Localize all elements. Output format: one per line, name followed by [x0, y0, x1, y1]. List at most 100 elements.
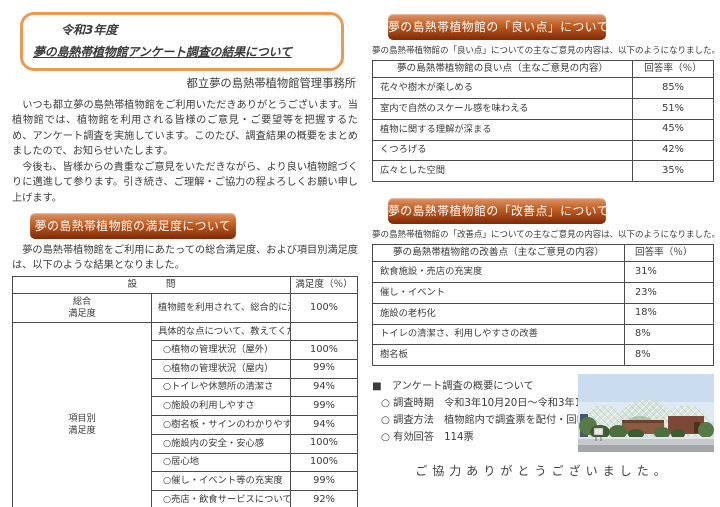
item-label-cell: ○植物の管理状況（屋内） — [151, 358, 291, 379]
survey-period: ○ 調査時期 令和3年10月20日～令和3年10月30日 — [381, 398, 621, 410]
overall-group-line1: 総合 — [72, 296, 92, 308]
item-value-cell: 100% — [290, 340, 358, 360]
good-point-value-cell: 45% — [632, 118, 714, 141]
good-point-label-cell: 植物に関する理解が深まる — [372, 118, 633, 141]
improvement-value-cell: 8% — [624, 323, 714, 346]
improvements-lead: 夢の島熱帯植物館の「改善点」についての主なご意見の内容は、以下のようになりました… — [372, 230, 720, 241]
improvement-row: 飲食施設・売店の充実度 31% — [372, 261, 714, 284]
good-point-value-cell: 85% — [632, 77, 714, 100]
left-column: 令和3年度 夢の島熱帯植物館アンケート調査の結果について 都立夢の島熱帯植物館管… — [12, 0, 358, 507]
improvement-label-cell: 飲食施設・売店の充実度 — [372, 261, 625, 284]
question-column-header: 設 問 — [12, 275, 291, 295]
improvement-value-cell: 18% — [624, 302, 714, 325]
good-point-row: 植物に関する理解が深まる 45% — [372, 118, 714, 141]
overall-value-cell: 100% — [290, 293, 358, 324]
item-label-cell: ○施設内の安全・安心感 — [151, 433, 291, 454]
improvements-header-row: 夢の島熱帯植物館の改善点（主なご意見の内容） 回答率（％） — [372, 243, 714, 263]
satisfaction-item-row: ○樹名板・サインのわかりやすさ 94% — [13, 415, 358, 435]
satisfaction-table-header-row: 設 問 満足度（％） — [12, 275, 358, 295]
satisfaction-column-header: 満足度（％） — [290, 275, 358, 295]
section-heading-satisfaction: 夢の島熱帯植物館の満足度について — [30, 213, 236, 240]
greenhouse-domes-photo — [578, 374, 714, 452]
survey-overview: ■ アンケート調査の概要について ○ 調査時期 令和3年10月20日～令和3年1… — [372, 378, 621, 447]
improvement-value-cell: 31% — [624, 261, 714, 284]
overall-satisfaction-row: 総合 満足度 植物館を利用されて、総合的に満足していただけていますか？ 100% — [12, 293, 358, 324]
improvement-label-cell: 施設の老朽化 — [372, 302, 625, 325]
satisfaction-item-row: ○施設の利用しやすさ 99% — [13, 396, 358, 417]
improvements-label-header: 夢の島熱帯植物館の改善点（主なご意見の内容） — [372, 243, 625, 263]
improvement-row: 樹名板 8% — [372, 344, 714, 367]
satisfaction-item-row: ○植物の管理状況（屋内） 99% — [13, 358, 358, 379]
survey-method: ○ 調査方法 植物館内で調査票を配付・回収 — [381, 415, 587, 427]
good-point-row: 花々や樹木が楽しめる 85% — [372, 77, 714, 100]
detail-intro-cell: 具体的な点について、教えてください。 — [151, 322, 291, 342]
survey-overview-heading: ■ アンケート調査の概要について — [372, 381, 534, 393]
good-point-row: 室内で自然のスケール感を味わえる 51% — [372, 98, 714, 120]
good-point-value-cell: 42% — [632, 139, 714, 162]
satisfaction-lead: 夢の島熱帯植物館をご利用にあたっての総合満足度、および項目別満足度は、以下のよう… — [12, 245, 358, 272]
overall-group-cell: 総合 満足度 — [12, 293, 152, 324]
items-group-cell: 項目別 満足度 — [12, 322, 152, 507]
item-value-cell: 100% — [290, 433, 358, 454]
overall-question-cell: 植物館を利用されて、総合的に満足していただけていますか？ — [151, 293, 291, 324]
overall-group-line2: 満足度 — [68, 308, 96, 320]
improvement-row: トイレの清潔さ、利用しやすさの改善 8% — [372, 323, 714, 346]
item-label-cell: ○売店・飲食サービスについて — [151, 490, 291, 507]
items-group-line1: 項目別 — [68, 413, 96, 425]
improvement-row: 催し・イベント 23% — [372, 282, 714, 304]
fiscal-year: 令和3年度 — [61, 23, 118, 37]
satisfaction-table: 設 問 満足度（％） 総合 満足度 植物館を利用されて、総合的に満足していただけ… — [12, 275, 358, 507]
improvement-row: 施設の老朽化 18% — [372, 302, 714, 325]
item-value-cell: 94% — [290, 415, 358, 435]
right-column: 夢の島熱帯植物館の「良い点」について 夢の島熱帯植物館の「良い点」についての主な… — [372, 0, 720, 507]
detail-intro-value-cell — [290, 322, 358, 342]
good-point-label-cell: 花々や樹木が楽しめる — [372, 77, 633, 100]
item-label-cell: ○植物の管理状況（屋外） — [151, 340, 291, 360]
improvement-label-cell: 樹名板 — [372, 344, 625, 367]
good-point-row: 広々とした空間 35% — [372, 160, 714, 183]
good-point-row: くつろげる 42% — [372, 139, 714, 162]
section-heading-good-points: 夢の島熱帯植物館の「良い点」について — [388, 14, 609, 40]
thanks-message: ご協力ありがとうございました。 — [415, 464, 671, 478]
good-points-table: 夢の島熱帯植物館の良い点（主なご意見の内容） 回答率（％） 花々や樹木が楽しめる… — [372, 59, 714, 183]
improvement-label-cell: トイレの清潔さ、利用しやすさの改善 — [372, 323, 625, 346]
item-value-cell: 92% — [290, 490, 358, 507]
item-label-cell: ○催し・イベント等の充実度 — [151, 471, 291, 491]
good-point-label-cell: 広々とした空間 — [372, 160, 633, 183]
good-point-label-cell: くつろげる — [372, 139, 633, 162]
satisfaction-item-row: ○施設内の安全・安心感 100% — [13, 433, 358, 454]
good-points-lead: 夢の島熱帯植物館の「良い点」についての主なご意見の内容は、以下のようになりました… — [372, 46, 720, 56]
intro-paragraph-2: 今後も、皆様からの貴重なご意見をいただきながら、より良い植物館づくりに邁進して参… — [12, 162, 358, 204]
good-points-header-row: 夢の島熱帯植物館の良い点（主なご意見の内容） 回答率（％） — [372, 59, 714, 79]
satisfaction-item-row: ○植物の管理状況（屋外） 100% — [13, 340, 358, 360]
survey-valid-responses: ○ 有効回答 114票 — [381, 432, 474, 444]
items-group-line2: 満足度 — [68, 425, 96, 437]
good-point-value-cell: 51% — [632, 98, 714, 120]
document-title: 夢の島熱帯植物館アンケート調査の結果について — [33, 45, 292, 59]
section-heading-improvements: 夢の島熱帯植物館の「改善点」について — [388, 198, 609, 225]
good-points-label-header: 夢の島熱帯植物館の良い点（主なご意見の内容） — [372, 59, 633, 79]
detail-intro-row: 項目別 満足度 具体的な点について、教えてください。 — [12, 322, 358, 507]
item-value-cell: 99% — [290, 471, 358, 491]
good-points-value-header: 回答率（％） — [632, 59, 714, 79]
satisfaction-item-row: ○売店・飲食サービスについて 92% — [13, 490, 358, 507]
item-label-cell: ○居心地 — [151, 452, 291, 473]
item-value-cell: 99% — [290, 396, 358, 417]
improvement-value-cell: 23% — [624, 282, 714, 304]
item-label-cell: ○施設の利用しやすさ — [151, 396, 291, 417]
improvements-table: 夢の島熱帯植物館の改善点（主なご意見の内容） 回答率（％） 飲食施設・売店の充実… — [372, 243, 714, 367]
improvement-value-cell: 8% — [624, 344, 714, 367]
improvement-label-cell: 催し・イベント — [372, 282, 625, 304]
item-value-cell: 100% — [290, 452, 358, 473]
improvements-value-header: 回答率（％） — [624, 243, 714, 263]
good-point-value-cell: 35% — [632, 160, 714, 183]
item-label-cell: ○トイレや休憩所の清潔さ — [151, 377, 291, 398]
intro-paragraph-1: いつも都立夢の島熱帯植物館をご利用いただきありがとうございます。当植物館では、植… — [12, 100, 358, 157]
item-value-cell: 99% — [290, 358, 358, 379]
item-value-cell: 94% — [290, 377, 358, 398]
item-label-cell: ○樹名板・サインのわかりやすさ — [151, 415, 291, 435]
issuing-office: 都立夢の島熱帯植物館管理事務所 — [186, 77, 356, 90]
good-point-label-cell: 室内で自然のスケール感を味わえる — [372, 98, 633, 120]
title-box: 令和3年度 夢の島熱帯植物館アンケート調査の結果について — [20, 12, 344, 71]
